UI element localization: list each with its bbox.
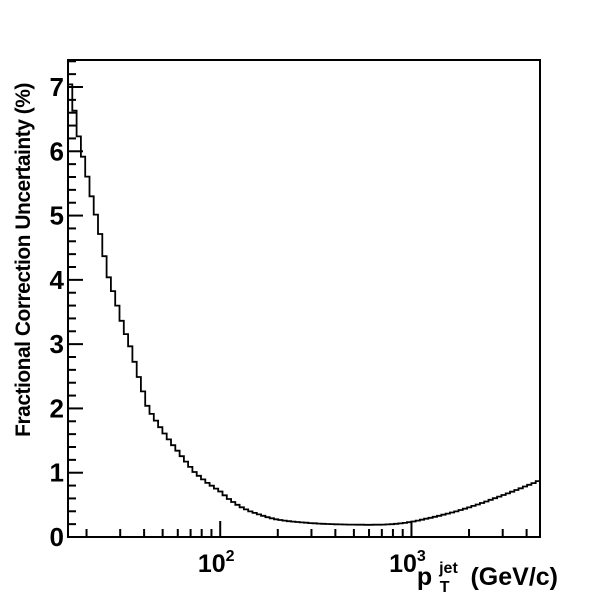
x-tick-label: 103 [389,548,426,578]
y-tick-label: 1 [50,458,64,488]
plot-frame [67,59,541,538]
x-axis-title: p jet T (GeV/c) [417,551,558,598]
y-tick-label: 6 [50,136,64,166]
x-axis-ticks [85,521,528,537]
y-tick-label: 2 [50,393,64,423]
y-tick-label: 3 [50,329,64,359]
uncertainty-curve-group [68,83,540,526]
x-axis-title-subscript: T [440,579,450,596]
x-axis-title-base: p [417,563,432,591]
y-tick-label: 7 [50,72,64,102]
x-axis-tick-labels: 102 103 [198,548,426,578]
x-tick-label: 102 [198,548,235,578]
y-axis-tick-labels: 0 1 2 3 4 5 6 7 [50,72,65,552]
x-axis-title-unit: (GeV/c) [470,563,558,591]
y-axis-title: Fractional Correction Uncertainty (%) [12,83,35,437]
y-tick-label: 4 [50,265,65,295]
y-tick-label: 0 [50,522,64,552]
y-tick-label: 5 [50,201,64,231]
uncertainty-curve [68,83,540,526]
x-axis-title-superscript: jet [438,560,458,577]
y-axis-ticks [68,60,83,526]
